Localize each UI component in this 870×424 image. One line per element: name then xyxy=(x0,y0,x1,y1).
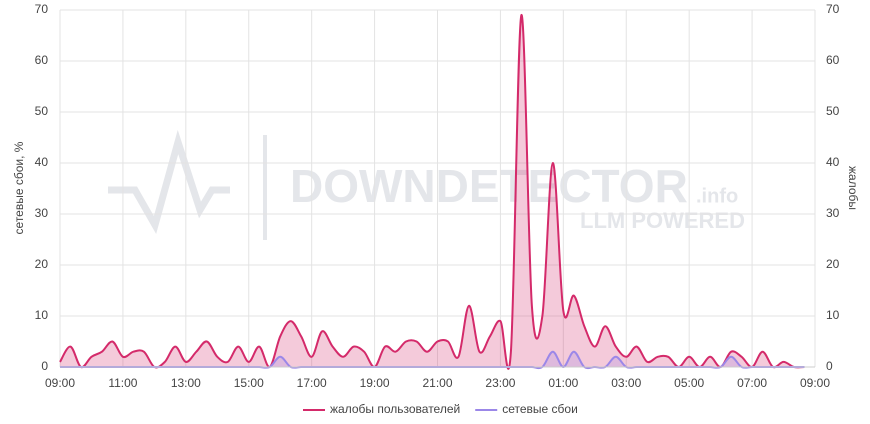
y2-tick-label: 20 xyxy=(826,257,840,271)
y2-tick-label: 10 xyxy=(826,308,840,322)
y-tick-label: 30 xyxy=(35,206,49,220)
y-tick-label: 50 xyxy=(35,104,49,118)
x-tick-label: 11:00 xyxy=(108,376,137,390)
x-tick-label: 17:00 xyxy=(297,376,327,390)
x-tick-label: 23:00 xyxy=(485,376,515,390)
y2-tick-label: 70 xyxy=(826,2,840,16)
x-tick-label: 09:00 xyxy=(800,376,830,390)
y2-axis-label: жалобы xyxy=(846,166,860,210)
y2-tick-label: 30 xyxy=(826,206,840,220)
x-tick-label: 19:00 xyxy=(360,376,390,390)
watermark-text: DOWNDETECTOR xyxy=(290,160,688,212)
watermark: DOWNDETECTOR .info LLM POWERED xyxy=(108,129,745,240)
y-tick-label: 10 xyxy=(35,308,49,322)
x-tick-label: 01:00 xyxy=(548,376,578,390)
area xyxy=(60,351,805,369)
x-tick-label: 05:00 xyxy=(674,376,704,390)
legend-label: жалобы пользователей xyxy=(330,402,460,416)
y-axis-label: сетевые сбои, % xyxy=(12,141,26,234)
y2-tick-label: 40 xyxy=(826,155,840,169)
y-tick-label: 40 xyxy=(35,155,49,169)
x-tick-label: 21:00 xyxy=(422,376,452,390)
x-tick-label: 03:00 xyxy=(611,376,641,390)
line xyxy=(59,14,805,370)
watermark-tagline: LLM POWERED xyxy=(580,208,745,233)
y-tick-label: 60 xyxy=(35,53,49,67)
legend-label: сетевые сбои xyxy=(502,402,578,416)
x-tick-label: 09:00 xyxy=(45,376,75,390)
x-tick-label: 15:00 xyxy=(234,376,264,390)
y-tick-label: 70 xyxy=(35,2,49,16)
y-tick-label: 20 xyxy=(35,257,49,271)
x-tick-label: 07:00 xyxy=(737,376,767,390)
watermark-suffix: .info xyxy=(696,185,738,207)
watermark-logo xyxy=(108,129,230,235)
y2-tick-label: 60 xyxy=(826,53,840,67)
y-tick-label: 0 xyxy=(41,359,48,373)
y2-tick-label: 0 xyxy=(826,359,833,373)
x-tick-label: 13:00 xyxy=(171,376,201,390)
y2-tick-label: 50 xyxy=(826,104,840,118)
